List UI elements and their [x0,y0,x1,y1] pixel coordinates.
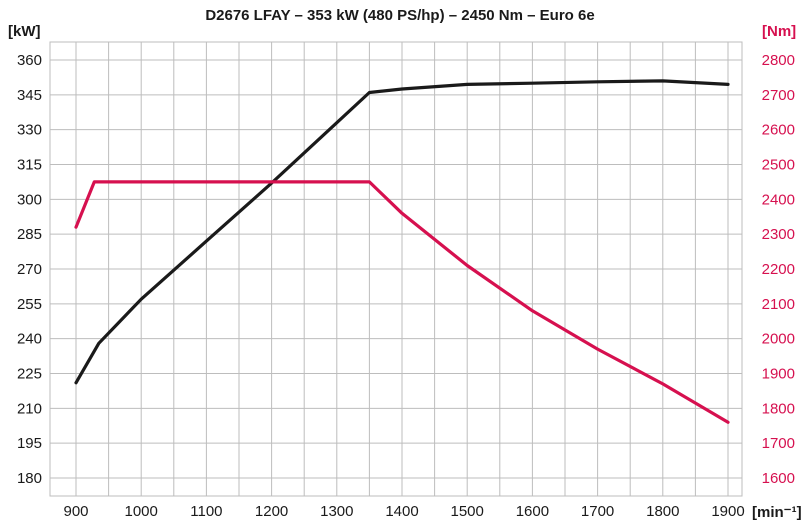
right-tick-label: 2600 [762,122,795,139]
x-tick-label: 1400 [385,503,418,520]
x-tick-label: 1500 [451,503,484,520]
right-tick-label: 2400 [762,191,795,208]
left-tick-label: 240 [17,331,42,348]
left-tick-label: 225 [17,366,42,383]
x-axis-ticks: 900 1000 1100 1200 1300 1400 1500 1600 1700 1800 1… [63,503,744,520]
torque-curve [74,180,730,424]
right-tick-label: 1700 [762,435,795,452]
left-tick-label: 210 [17,400,42,417]
power-curve [74,79,730,385]
right-tick-label: 2200 [762,261,795,278]
x-tick-label: 1200 [255,503,288,520]
left-tick-label: 270 [17,261,42,278]
x-tick-label: 1600 [516,503,549,520]
x-tick-label: 900 [63,503,88,520]
right-tick-label: 2100 [762,296,795,313]
left-axis-ticks: 180 195 210 225 240 255 270 285 300 315 330 345 360 [17,52,42,487]
left-tick-label: 180 [17,470,42,487]
left-tick-label: 285 [17,226,42,243]
right-tick-label: 2300 [762,226,795,243]
left-tick-label: 300 [17,191,42,208]
right-tick-label: 2800 [762,52,795,69]
grid [49,41,743,497]
right-axis-unit: [Nm] [762,23,796,40]
right-tick-label: 2000 [762,331,795,348]
right-tick-label: 1900 [762,366,795,383]
left-axis-unit: [kW] [8,23,41,40]
x-tick-label: 1100 [190,503,222,520]
x-tick-label: 1000 [125,503,158,520]
left-tick-label: 330 [17,122,42,139]
left-tick-label: 345 [17,87,42,104]
left-tick-label: 360 [17,52,42,69]
x-tick-label: 1900 [711,503,744,520]
right-tick-label: 2700 [762,87,795,104]
left-tick-label: 255 [17,296,42,313]
right-tick-label: 1800 [762,400,795,417]
series-lines [74,79,730,424]
chart-title: D2676 LFAY – 353 kW (480 PS/hp) – 2450 N… [205,7,594,24]
right-tick-label: 1600 [762,470,795,487]
x-axis-unit: [min⁻¹] [752,504,802,521]
x-tick-label: 1700 [581,503,614,520]
x-tick-label: 1300 [320,503,353,520]
left-tick-label: 315 [17,157,42,174]
x-tick-label: 1800 [646,503,679,520]
left-tick-label: 195 [17,435,42,452]
right-axis-ticks: 1600 1700 1800 1900 2000 2100 2200 2300 2400 2500… [762,52,795,487]
right-tick-label: 2500 [762,157,795,174]
